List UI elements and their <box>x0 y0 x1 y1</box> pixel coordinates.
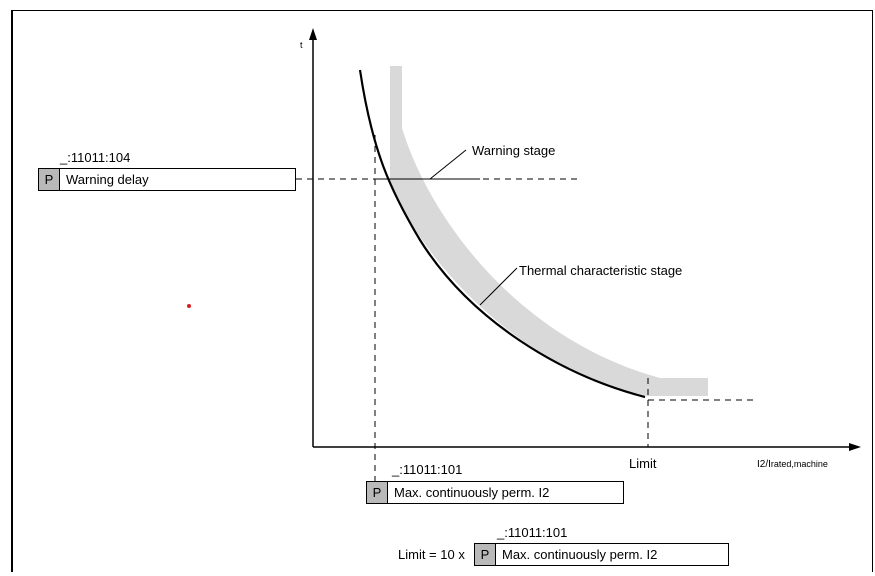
i2-param-id: _:11011:101 <box>392 462 463 477</box>
limit-formula-id: _:11011:101 <box>497 525 568 540</box>
param-p-badge: P <box>475 544 496 565</box>
left-border <box>11 10 13 572</box>
red-dot <box>187 304 191 308</box>
warning-delay-param[interactable]: P Warning delay <box>38 168 296 191</box>
warning-stage-label: Warning stage <box>472 143 556 158</box>
limit-label: Limit <box>629 456 657 471</box>
y-axis-arrow <box>309 28 317 40</box>
tolerance-band <box>390 66 708 396</box>
param-p-badge: P <box>39 169 60 190</box>
top-border <box>11 10 873 11</box>
warning-stage-leader <box>429 149 467 180</box>
y-axis-label: t <box>300 40 303 50</box>
limit-formula-label: Max. continuously perm. I2 <box>502 547 658 562</box>
x-axis-label-main: I2/I <box>757 459 771 470</box>
x-axis-label-sub: rated,machine <box>770 459 828 469</box>
warning-delay-label: Warning delay <box>66 172 149 187</box>
param-p-badge: P <box>367 482 388 503</box>
warning-param-id: _:11011:104 <box>60 150 131 165</box>
max-continuous-i2-param[interactable]: P Max. continuously perm. I2 <box>366 481 624 504</box>
max-continuous-i2-label: Max. continuously perm. I2 <box>394 485 550 500</box>
limit-formula-prefix: Limit = 10 x <box>398 547 465 562</box>
limit-formula-param[interactable]: P Max. continuously perm. I2 <box>474 543 729 566</box>
x-axis-label: I2/Irated,machine <box>757 459 828 470</box>
x-axis-arrow <box>849 443 861 451</box>
thermal-stage-label: Thermal characteristic stage <box>519 263 683 278</box>
right-border <box>872 10 873 572</box>
thermal-stage-leader <box>479 267 518 306</box>
thermal-curve <box>358 69 646 399</box>
